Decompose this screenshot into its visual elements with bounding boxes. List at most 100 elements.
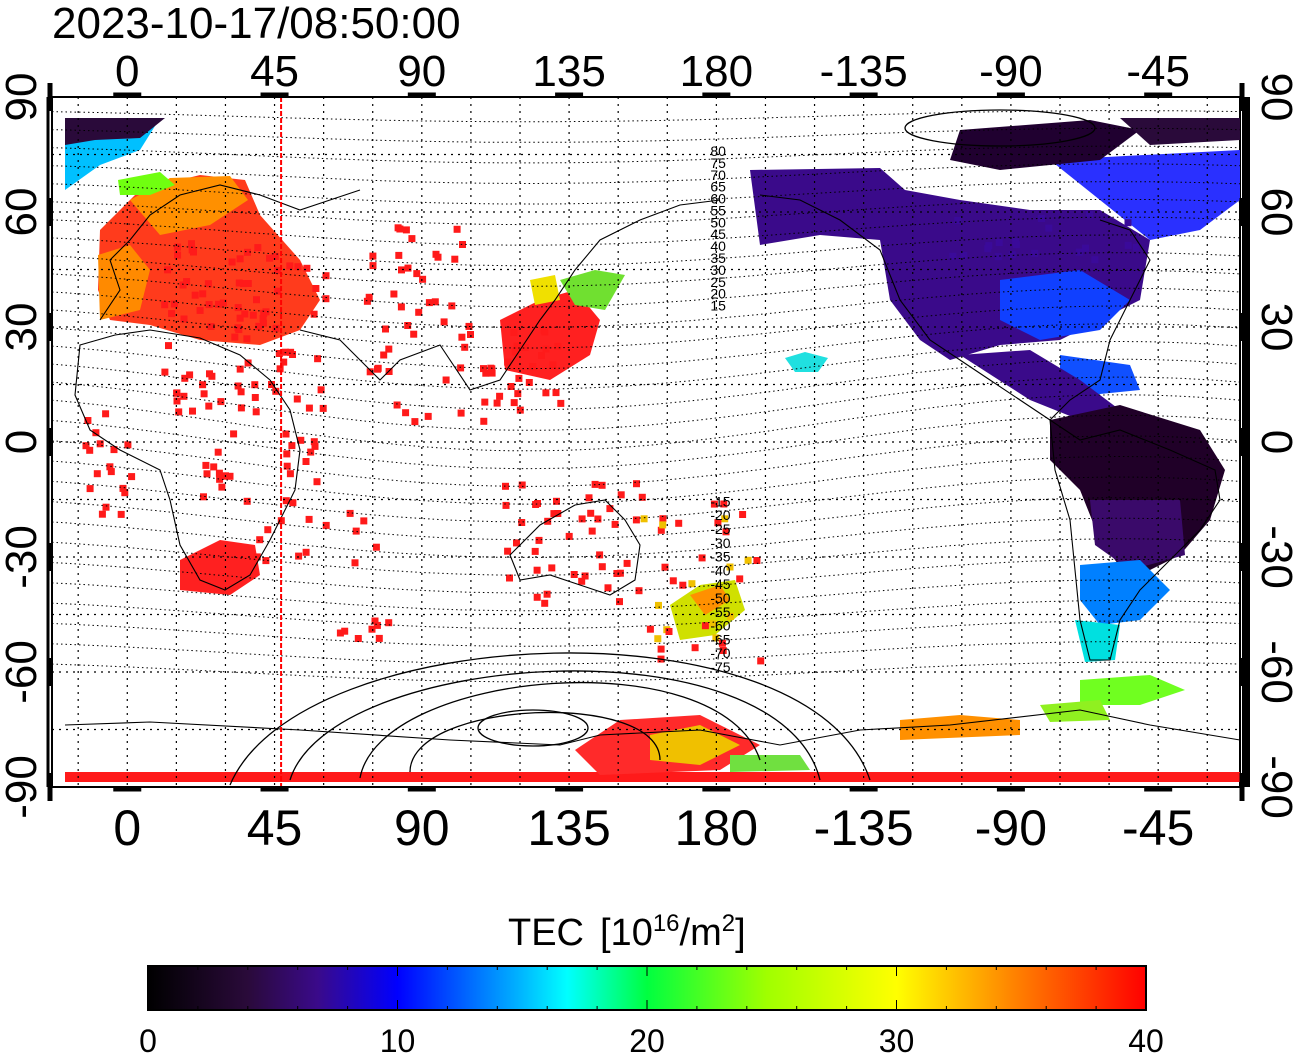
station-dot xyxy=(240,280,247,288)
station-dot xyxy=(655,601,662,609)
station-dot xyxy=(390,290,398,298)
contour-label: 55 xyxy=(710,202,726,218)
station-dot xyxy=(557,399,565,407)
station-dot xyxy=(268,381,275,388)
tec-patch-antarctic-yellow xyxy=(650,725,740,765)
station-dot xyxy=(675,519,683,527)
axis-frame-ticks xyxy=(46,83,1250,801)
station-dot xyxy=(183,278,191,286)
tec-patch-east-asia xyxy=(500,290,600,380)
station-dot xyxy=(173,243,181,251)
station-dot xyxy=(488,369,496,377)
bottom-axis-tick-label: 0 xyxy=(113,800,141,856)
station-dot xyxy=(487,364,495,372)
station-dot xyxy=(415,308,423,316)
station-dots xyxy=(82,211,1140,665)
station-dot xyxy=(1124,219,1132,227)
station-dot xyxy=(186,371,194,379)
station-dot xyxy=(302,458,310,465)
station-dot xyxy=(594,515,602,523)
contour-label: 80 xyxy=(710,143,726,159)
station-dot xyxy=(188,246,196,254)
station-dot xyxy=(419,275,427,283)
station-dot xyxy=(548,564,556,572)
station-dot xyxy=(638,493,646,501)
right-axis-labels: 90 60 30 0 -30 -60 -90 xyxy=(1252,73,1294,819)
station-dot xyxy=(336,629,344,637)
station-dot xyxy=(86,446,94,454)
station-dot xyxy=(317,386,325,394)
right-axis-tick-label: -30 xyxy=(1252,525,1294,589)
station-dot xyxy=(164,266,172,274)
station-dot xyxy=(518,519,526,526)
tec-patch-antarctic-green xyxy=(730,755,810,772)
station-dot xyxy=(276,365,284,373)
station-dot xyxy=(287,348,295,356)
top-axis-labels: 0 45 90 135 180 -135 -90 -45 xyxy=(115,47,1190,96)
station-dot xyxy=(275,350,283,357)
station-dot xyxy=(657,526,665,534)
station-dot xyxy=(482,369,490,377)
station-dot xyxy=(518,481,526,489)
station-dot xyxy=(542,389,550,397)
station-dot xyxy=(243,335,251,343)
station-dot xyxy=(513,342,521,350)
station-dot xyxy=(272,324,280,332)
station-dot xyxy=(202,461,210,469)
colorbar-labels: 0 10 20 30 40 xyxy=(139,1023,1164,1057)
station-dot xyxy=(93,470,101,478)
station-dot xyxy=(128,473,136,481)
contour-label: 45 xyxy=(710,226,726,242)
station-dot xyxy=(596,551,604,559)
station-dot xyxy=(368,625,376,633)
station-dot xyxy=(995,239,1003,246)
contour-label: 70 xyxy=(710,167,726,183)
station-dot xyxy=(434,253,442,261)
station-dot xyxy=(119,484,127,492)
top-axis-tick-label: 135 xyxy=(532,47,605,96)
station-dot xyxy=(365,293,373,301)
station-dot xyxy=(395,251,403,259)
station-dot xyxy=(322,521,330,529)
station-dot xyxy=(210,463,218,471)
station-dot xyxy=(515,374,523,382)
station-dot xyxy=(319,404,327,412)
station-dot xyxy=(373,621,381,629)
station-dot xyxy=(543,590,551,598)
station-dot xyxy=(180,392,188,400)
station-dot xyxy=(220,472,228,480)
station-dot xyxy=(411,418,419,426)
contour-label: -25 xyxy=(710,521,730,537)
station-dot xyxy=(173,389,181,397)
contour-label: -55 xyxy=(710,604,730,620)
left-axis-tick-label: 90 xyxy=(0,73,46,122)
station-dot xyxy=(84,417,92,424)
station-dot xyxy=(289,499,297,507)
station-dot xyxy=(550,510,558,518)
station-dot xyxy=(234,324,242,332)
station-dot xyxy=(587,509,595,517)
station-dot xyxy=(294,263,302,271)
station-dot xyxy=(196,306,204,314)
bottom-axis-labels: 0 45 90 135 180 -135 -90 -45 xyxy=(113,800,1194,856)
station-dot xyxy=(1008,251,1016,259)
station-dot xyxy=(235,279,243,287)
station-dot xyxy=(271,253,279,260)
station-dot xyxy=(199,290,207,298)
station-dot xyxy=(351,559,359,567)
station-dot xyxy=(312,285,320,292)
station-dot xyxy=(251,381,259,389)
station-dot xyxy=(110,446,118,454)
station-dot xyxy=(244,248,251,256)
station-dot xyxy=(274,287,282,295)
station-dot xyxy=(1045,224,1053,232)
colorbar-tick-label: 0 xyxy=(139,1023,157,1057)
station-dot xyxy=(533,566,541,574)
station-dot xyxy=(553,497,560,505)
station-dot xyxy=(665,628,673,635)
station-dot xyxy=(538,352,545,359)
station-dot xyxy=(96,440,104,448)
station-dot xyxy=(371,617,379,625)
